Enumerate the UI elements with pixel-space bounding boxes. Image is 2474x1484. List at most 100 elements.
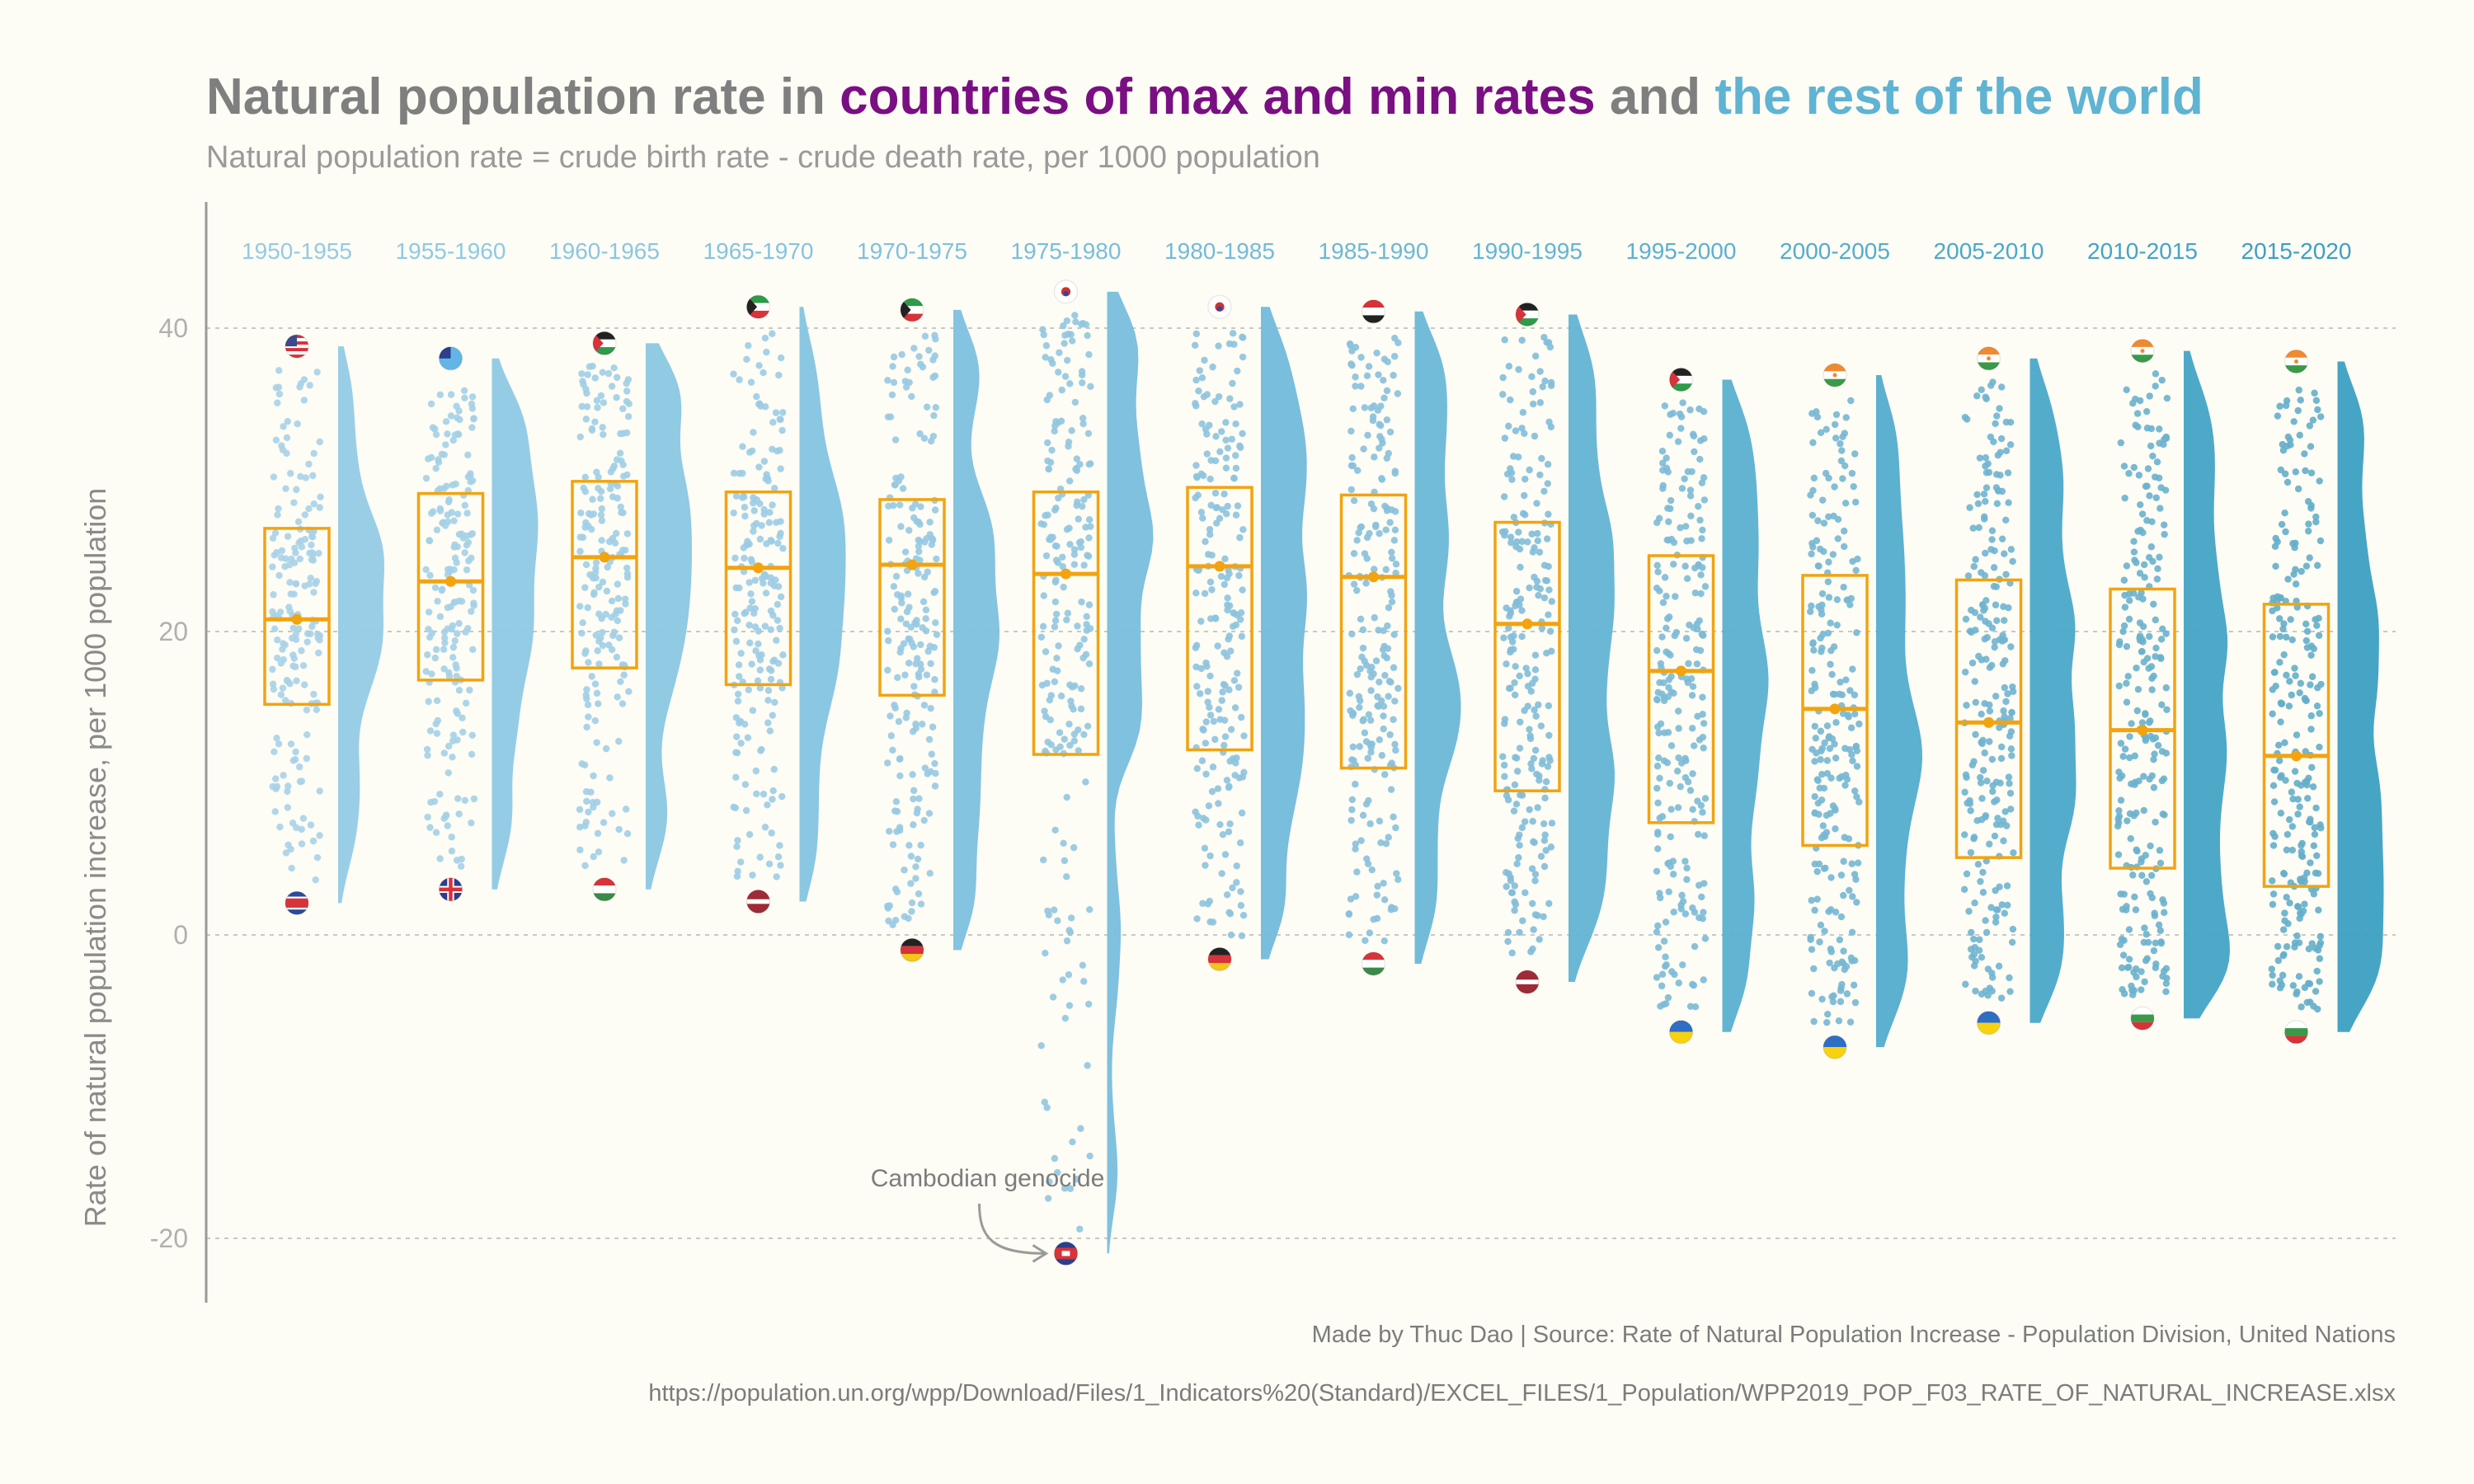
- data-point: [1390, 664, 1398, 672]
- data-point: [920, 816, 928, 824]
- data-point: [1040, 592, 1047, 599]
- data-point: [1540, 487, 1548, 495]
- data-point: [1061, 735, 1069, 743]
- data-point: [1052, 610, 1061, 618]
- data-point: [2310, 890, 2318, 898]
- data-point: [305, 505, 313, 513]
- data-point: [2309, 783, 2317, 791]
- data-point: [756, 535, 764, 543]
- data-point: [2296, 689, 2303, 697]
- data-point: [297, 472, 304, 481]
- data-point: [1206, 852, 1214, 860]
- data-point: [1387, 786, 1395, 793]
- data-point: [2294, 406, 2302, 415]
- data-point: [734, 837, 741, 844]
- data-point: [2154, 565, 2161, 573]
- data-point: [1377, 839, 1385, 847]
- data-point: [1046, 536, 1053, 543]
- data-point: [2288, 691, 2295, 699]
- data-point: [1044, 457, 1051, 465]
- data-point: [439, 585, 446, 593]
- data-point: [1059, 553, 1066, 561]
- data-point: [1216, 514, 1224, 523]
- data-point: [1037, 633, 1046, 641]
- data-point: [623, 570, 632, 577]
- data-point: [600, 399, 608, 406]
- data-point: [731, 610, 739, 618]
- data-point: [1681, 475, 1688, 482]
- data-point: [2138, 510, 2147, 518]
- data-point: [1522, 475, 1529, 483]
- data-point: [1074, 498, 1081, 505]
- data-point: [1064, 609, 1072, 617]
- data-point: [1689, 430, 1697, 438]
- data-point: [2002, 516, 2010, 524]
- data-point: [1964, 572, 1973, 580]
- data-point: [439, 519, 446, 527]
- data-point: [776, 533, 783, 540]
- data-point: [932, 404, 939, 411]
- data-point: [750, 609, 758, 617]
- data-point: [2115, 812, 2124, 820]
- data-point: [1986, 840, 1993, 848]
- density-violin: [646, 343, 692, 890]
- data-point: [2296, 431, 2303, 439]
- data-point: [2304, 795, 2312, 802]
- data-point: [1810, 1017, 1818, 1026]
- data-point: [1203, 430, 1211, 438]
- data-point: [2152, 383, 2159, 390]
- data-point: [1060, 322, 1067, 330]
- data-point: [291, 544, 299, 552]
- data-point: [1995, 962, 2003, 970]
- data-point: [1976, 936, 1983, 943]
- data-point: [588, 673, 595, 680]
- data-point: [1071, 312, 1079, 319]
- data-point: [1681, 562, 1689, 570]
- data-point: [1348, 816, 1355, 824]
- data-point: [1841, 430, 1849, 437]
- data-point: [1511, 781, 1519, 789]
- data-point: [1060, 839, 1067, 848]
- data-point: [1527, 688, 1535, 695]
- data-point: [2287, 616, 2294, 623]
- data-point: [1367, 749, 1375, 756]
- data-point: [1507, 609, 1515, 617]
- data-point: [1531, 706, 1538, 714]
- data-point: [730, 370, 737, 378]
- density-violin: [2337, 361, 2384, 1032]
- data-point: [1817, 727, 1825, 735]
- data-point: [425, 608, 433, 616]
- data-point: [1227, 931, 1235, 939]
- data-point: [747, 590, 755, 598]
- data-point: [1987, 904, 1995, 911]
- data-point: [1225, 828, 1233, 836]
- data-point: [1222, 436, 1230, 444]
- data-point: [578, 760, 586, 768]
- data-point: [1662, 918, 1670, 926]
- data-point: [1974, 500, 1982, 508]
- data-point: [1071, 398, 1079, 406]
- data-point: [590, 590, 598, 599]
- data-point: [2281, 509, 2288, 517]
- data-point: [2301, 778, 2309, 787]
- data-point: [1209, 363, 1216, 371]
- data-point: [1982, 484, 1991, 491]
- data-point: [1193, 915, 1201, 923]
- data-point: [296, 763, 303, 771]
- data-point: [433, 697, 441, 705]
- data-point: [884, 902, 891, 910]
- data-point: [1063, 793, 1070, 801]
- data-point: [2277, 466, 2285, 474]
- data-point: [1982, 454, 1990, 462]
- data-point: [2133, 848, 2141, 855]
- data-point: [1044, 439, 1051, 447]
- data-point: [1546, 627, 1554, 635]
- data-point: [1978, 795, 1986, 802]
- data-point: [1535, 701, 1542, 709]
- data-point: [1827, 874, 1835, 881]
- data-point: [2316, 710, 2323, 717]
- data-point: [1235, 571, 1243, 580]
- data-point: [2277, 810, 2285, 817]
- data-point: [455, 620, 463, 627]
- data-point: [1690, 981, 1698, 989]
